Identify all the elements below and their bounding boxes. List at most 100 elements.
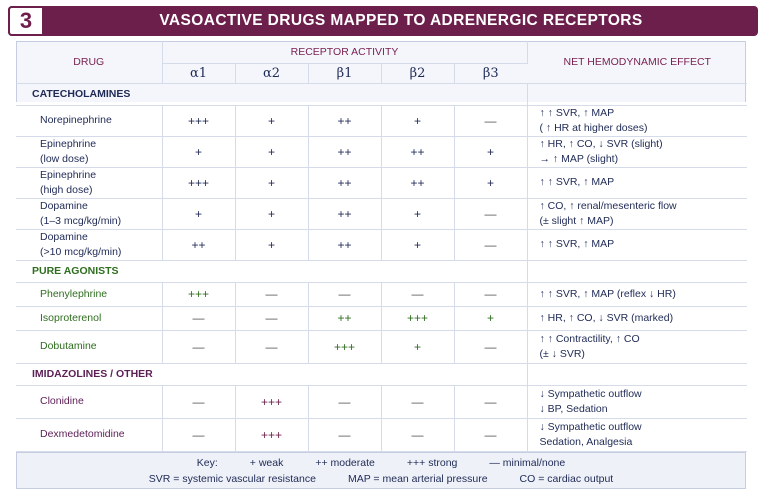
- drug-name-cell: Norepinephrine: [16, 105, 163, 137]
- receptor-activity-cell: ++: [162, 229, 236, 261]
- legend-weak: + weak: [249, 457, 284, 469]
- table-row: Norepinephrine +++ + ++ + — ↑ ↑ SVR, ↑ MAP( ↑ …: [16, 105, 747, 137]
- receptor-activity-cell: +++: [308, 330, 382, 364]
- drug-name-cell: Dobutamine: [16, 330, 163, 364]
- net-effect-line: ↑ ↑ SVR, ↑ MAP: [539, 106, 615, 119]
- drug-name-line: Isoproterenol: [40, 311, 102, 324]
- legend-key-label: Key:: [196, 457, 218, 469]
- legend-svr: SVR = systemic vascular resistance: [148, 473, 316, 485]
- drug-name-cell: Phenylephrine: [16, 282, 163, 307]
- drug-name-line: Epinephrine: [40, 168, 97, 181]
- receptor-activity-cell: —: [454, 385, 528, 419]
- receptor-header-beta3: β3: [454, 63, 527, 84]
- section-label: PURE AGONISTS: [16, 260, 162, 283]
- receptor-activity-cell: +++: [381, 306, 455, 331]
- table-row: Dopamine (>10 mcg/kg/min) ++ + ++ + — ↑ ↑ SVR, …: [16, 229, 747, 261]
- receptor-activity-cell: +: [454, 306, 528, 331]
- receptor-activity-cell: —: [381, 282, 455, 307]
- receptor-table: DRUG RECEPTOR ACTIVITY NET HEMODYNAMIC E…: [16, 41, 747, 452]
- section-row: IMIDAZOLINES / OTHER: [16, 363, 747, 386]
- receptor-activity-cell: —: [454, 198, 528, 230]
- receptor-activity-cell: —: [454, 282, 528, 307]
- receptor-activity-cell: —: [454, 330, 528, 364]
- net-effect-cell: ↑ HR, ↑ CO, ↓ SVR (slight) → ↑ MAP (sligh…: [527, 136, 747, 168]
- legend-abbreviation-line: SVR = systemic vascular resistance MAP = …: [17, 473, 745, 485]
- drug-name-line: Dopamine: [40, 230, 88, 243]
- receptor-activity-cell: —: [235, 282, 309, 307]
- drug-name-line: (high dose): [40, 183, 93, 196]
- net-effect-line: → ↑ MAP (slight): [539, 152, 619, 165]
- legend-strong: +++ strong: [406, 457, 458, 469]
- receptor-activity-cell: ++: [308, 198, 382, 230]
- drug-name-cell: Dexmedetomidine: [16, 418, 163, 452]
- drug-name-cell: Epinephrine (low dose): [16, 136, 163, 168]
- drug-name-line: Norepinephrine: [40, 114, 112, 126]
- drug-name-line: Clonidine: [40, 395, 84, 407]
- section-row: CATECHOLAMINES: [16, 83, 747, 106]
- receptor-activity-cell: +++: [162, 105, 236, 137]
- receptor-activity-cell: +: [235, 105, 309, 137]
- net-effect-cell: ↑ ↑ SVR, ↑ MAP: [527, 229, 747, 261]
- receptor-header-alpha1: α1: [162, 63, 236, 84]
- drug-name-cell: Dopamine (1–3 mcg/kg/min): [16, 198, 163, 230]
- legend-key-line: Key: + weak ++ moderate +++ strong — minimal…: [17, 457, 745, 469]
- drug-name-line: Dexmedetomidine: [40, 428, 125, 440]
- table-row: Phenylephrine +++ — — — — ↑ ↑ SVR, ↑ MAP (refl…: [16, 282, 747, 307]
- receptor-activity-cell: —: [381, 385, 455, 419]
- receptor-activity-cell: +: [162, 136, 236, 168]
- net-effect-cell: ↓ Sympathetic outflow Sedation, Analgesia: [527, 418, 747, 452]
- table-row: Dobutamine — — +++ + — ↑ ↑ Contractility, ↑ CO…: [16, 330, 747, 364]
- legend-moderate: ++ moderate: [315, 457, 375, 469]
- receptor-activity-cell: —: [308, 385, 382, 419]
- table-row: Clonidine — +++ — — — ↓ Sympathetic outflow ↓ B…: [16, 385, 747, 419]
- receptor-activity-cell: —: [454, 229, 528, 261]
- receptor-activity-cell: +++: [162, 167, 236, 199]
- receptor-activity-cell: +: [235, 229, 309, 261]
- drug-name-line: (low dose): [40, 152, 89, 165]
- receptor-activity-cell: —: [162, 385, 236, 419]
- receptor-activity-cell: —: [308, 418, 382, 452]
- receptor-activity-cell: +: [454, 136, 528, 168]
- drug-name-cell: Epinephrine (high dose): [16, 167, 163, 199]
- net-effect-line: ↑ ↑ Contractility, ↑ CO: [539, 332, 640, 345]
- receptor-activity-cell: —: [162, 306, 236, 331]
- receptor-activity-cell: ++: [381, 136, 455, 168]
- receptor-activity-cell: —: [235, 330, 309, 364]
- net-effect-line: ↑ ↑ SVR, ↑ MAP: [539, 238, 615, 250]
- net-effect-line: ↑ CO, ↑ renal/mesenteric flow: [539, 199, 677, 212]
- net-effect-cell: ↑ CO, ↑ renal/mesenteric flow (± slight ↑…: [527, 198, 747, 230]
- net-effect-line: ( ↑ HR at higher doses): [539, 121, 648, 134]
- receptor-activity-cell: —: [162, 418, 236, 452]
- receptor-header-beta2: β2: [381, 63, 455, 84]
- receptor-activity-cell: ++: [381, 167, 455, 199]
- receptor-activity-cell: +: [235, 136, 309, 168]
- drug-name-cell: Dopamine (>10 mcg/kg/min): [16, 229, 163, 261]
- net-effect-cell: ↑ ↑ Contractility, ↑ CO (± ↓ SVR): [527, 330, 747, 364]
- drug-name-line: (>10 mcg/kg/min): [40, 245, 122, 258]
- table-row: Dopamine (1–3 mcg/kg/min) + + ++ + — ↑ CO, ↑ re…: [16, 198, 747, 230]
- net-effect-cell: ↓ Sympathetic outflow ↓ BP, Sedation: [527, 385, 747, 419]
- drug-name-line: Epinephrine: [40, 137, 97, 150]
- net-effect-line: ↓ Sympathetic outflow: [539, 387, 642, 400]
- net-effect-cell: ↑ ↑ SVR, ↑ MAP (reflex ↓ HR): [527, 282, 747, 307]
- figure-number: 3: [8, 6, 44, 36]
- receptor-activity-cell: +: [381, 198, 455, 230]
- legend: Key: + weak ++ moderate +++ strong — minimal…: [16, 452, 746, 489]
- section-label: CATECHOLAMINES: [16, 83, 162, 106]
- net-effect-line: (± slight ↑ MAP): [539, 214, 614, 227]
- column-header-drug: DRUG: [16, 41, 163, 84]
- section-row: PURE AGONISTS: [16, 260, 747, 283]
- column-header-net-effect: NET HEMODYNAMIC EFFECT: [527, 41, 747, 84]
- receptor-activity-cell: —: [308, 282, 382, 307]
- column-header-receptor-activity: RECEPTOR ACTIVITY: [162, 41, 528, 64]
- drug-name-line: Phenylephrine: [40, 287, 108, 300]
- receptor-header-alpha2: α2: [235, 63, 309, 84]
- net-effect-line: Sedation, Analgesia: [539, 435, 633, 448]
- table-row: Epinephrine (low dose) + + ++ ++ + ↑ HR, ↑ CO, …: [16, 136, 747, 168]
- receptor-activity-cell: ++: [308, 229, 382, 261]
- receptor-activity-cell: +: [235, 167, 309, 199]
- drug-name-line: (1–3 mcg/kg/min): [40, 214, 122, 227]
- net-effect-line: ↓ BP, Sedation: [539, 402, 608, 415]
- title-banner: 3 VASOACTIVE DRUGS MAPPED TO ADRENERGIC …: [8, 6, 758, 36]
- receptor-activity-cell: —: [162, 330, 236, 364]
